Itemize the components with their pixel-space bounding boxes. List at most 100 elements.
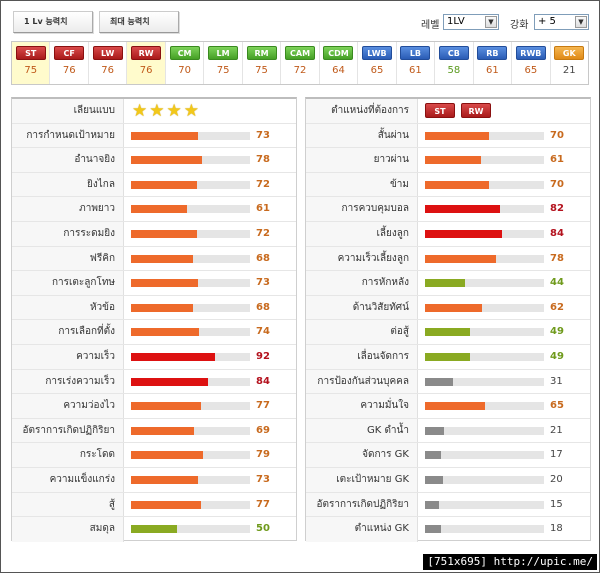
stat-bar-track bbox=[131, 156, 250, 165]
position-cell-cb[interactable]: CB 58 bbox=[435, 42, 474, 84]
position-rating-value: 76 bbox=[62, 65, 76, 76]
position-rating-value: 72 bbox=[293, 65, 307, 76]
stat-label: อำนาจยิง bbox=[12, 148, 124, 172]
position-badge: ST bbox=[15, 46, 46, 60]
position-badge: CB bbox=[438, 46, 469, 60]
stat-bar-track bbox=[131, 279, 250, 288]
stat-bar-track bbox=[425, 525, 544, 534]
position-rating-strip: ST 75 CF 76 LW 76 RW 76 CM 70 LM 75 RM 75 CAM 72 CDM 64 LW… bbox=[11, 41, 589, 85]
stat-label: สั้นผ่าน bbox=[306, 123, 418, 148]
position-rating-value: 75 bbox=[255, 65, 268, 76]
stat-value: 70 bbox=[550, 178, 564, 190]
stat-bar-track bbox=[425, 205, 544, 214]
position-cell-rwb[interactable]: RWB 65 bbox=[512, 42, 551, 84]
position-cell-cm[interactable]: CM 70 bbox=[166, 42, 205, 84]
stat-bar-fill bbox=[131, 156, 203, 165]
stat-value: 84 bbox=[256, 375, 270, 387]
position-badge: RW bbox=[131, 46, 162, 60]
chevron-down-icon[interactable]: ▼ bbox=[575, 16, 587, 28]
stat-bar-fill bbox=[131, 402, 202, 411]
position-badge: LWB bbox=[361, 46, 392, 60]
tab-level1-stats[interactable]: 1 Lv 능력치 bbox=[13, 11, 93, 33]
stat-value: 49 bbox=[550, 350, 564, 362]
stat-value: 65 bbox=[550, 400, 564, 412]
stat-value: 20 bbox=[550, 473, 563, 485]
position-cell-rw[interactable]: RW 76 bbox=[127, 42, 166, 84]
stat-label: การกำหนดเป้าหมาย bbox=[12, 123, 124, 148]
position-cell-st[interactable]: ST 75 bbox=[12, 42, 51, 84]
position-rating-value: 76 bbox=[139, 65, 153, 76]
stat-bar-fill bbox=[425, 352, 470, 361]
star-icon: ★ bbox=[149, 101, 165, 121]
stat-bar-track bbox=[425, 131, 544, 140]
stat-bar-track bbox=[131, 229, 250, 238]
stat-label: ตำแหน่ง GK bbox=[306, 517, 418, 542]
position-cell-rb[interactable]: RB 61 bbox=[474, 42, 513, 84]
position-cell-gk[interactable]: GK 21 bbox=[551, 42, 588, 84]
position-cell-cam[interactable]: CAM 72 bbox=[281, 42, 320, 84]
position-cell-cdm[interactable]: CDM 64 bbox=[320, 42, 359, 84]
stat-bar-track bbox=[425, 229, 544, 238]
stat-row-preferred-positions: ตำแหน่งที่ต้องการ ST RW bbox=[306, 99, 590, 124]
tab-max-stats[interactable]: 최대 능력치 bbox=[99, 11, 179, 33]
position-badge: CF bbox=[54, 46, 85, 60]
stat-bar-track bbox=[131, 352, 250, 361]
stat-bar-fill bbox=[425, 279, 466, 288]
stat-value: 18 bbox=[550, 523, 563, 535]
stats-panel-left: เลียนแบบ ★ ★ ★ ★ การกำหนดเป้าหมาย 73 อำนาจยิง… bbox=[11, 97, 297, 542]
position-cell-lwb[interactable]: LWB 65 bbox=[358, 42, 397, 84]
stat-bar-fill bbox=[131, 180, 197, 189]
stat-bar-track bbox=[425, 254, 544, 263]
position-cell-rm[interactable]: RM 75 bbox=[243, 42, 282, 84]
stat-row: เลี้ยงลูก 84 bbox=[306, 221, 590, 247]
position-cell-lm[interactable]: LM 75 bbox=[204, 42, 243, 84]
stat-bar-track bbox=[131, 180, 250, 189]
stat-bar-fill bbox=[131, 475, 198, 484]
stat-bar-fill bbox=[131, 303, 194, 312]
preferred-position-tag: RW bbox=[461, 103, 491, 118]
stat-label: ยิงไกล bbox=[12, 172, 124, 197]
star-icon: ★ bbox=[183, 101, 199, 121]
stat-bar-track bbox=[131, 328, 250, 337]
stat-label: ข้าม bbox=[306, 172, 418, 197]
stat-bar-fill bbox=[131, 328, 199, 337]
position-cell-lb[interactable]: LB 61 bbox=[397, 42, 436, 84]
stat-value: 68 bbox=[256, 301, 270, 313]
stat-label: ความว่องไว bbox=[12, 394, 124, 418]
stat-bar-track bbox=[425, 156, 544, 165]
stat-row: ภาพยาว 61 bbox=[12, 197, 296, 222]
stat-bar-fill bbox=[131, 254, 194, 263]
stat-row: เตะเป้าหมาย GK 20 bbox=[306, 467, 590, 493]
stat-label: ความเร็วเลี้ยงลูก bbox=[306, 246, 418, 271]
stat-label: ต่อสู้ bbox=[306, 320, 418, 344]
chevron-down-icon[interactable]: ▼ bbox=[485, 16, 497, 28]
enhance-select[interactable]: + 5 ▼ bbox=[534, 14, 589, 30]
stat-bar-fill bbox=[425, 156, 481, 165]
level-select[interactable]: 1LV ▼ bbox=[443, 14, 499, 30]
stat-value: 77 bbox=[256, 498, 270, 510]
stat-value: 78 bbox=[256, 154, 270, 166]
stat-bar-fill bbox=[425, 254, 497, 263]
stats-panel-right: ตำแหน่งที่ต้องการ ST RW สั้นผ่าน 70 ยาวผ่าน… bbox=[305, 97, 591, 542]
preferred-positions: ST RW bbox=[425, 103, 491, 118]
stat-row: GK ดำน้ำ 21 bbox=[306, 418, 590, 444]
stat-bar-track bbox=[131, 254, 250, 263]
stat-bar-track bbox=[131, 451, 250, 460]
stat-value: 72 bbox=[256, 178, 270, 190]
position-cell-cf[interactable]: CF 76 bbox=[50, 42, 89, 84]
stat-bar-fill bbox=[131, 525, 177, 534]
stat-bar-fill bbox=[131, 229, 197, 238]
stat-value: 72 bbox=[256, 227, 270, 239]
stat-bar-fill bbox=[425, 525, 442, 534]
position-rating-value: 61 bbox=[409, 65, 422, 76]
position-badge: CAM bbox=[285, 46, 316, 60]
position-cell-lw[interactable]: LW 76 bbox=[89, 42, 128, 84]
stat-row: ต่อสู้ 49 bbox=[306, 320, 590, 345]
stat-label: ฟรีคิก bbox=[12, 246, 124, 271]
stat-row: กระโดด 79 bbox=[12, 443, 296, 468]
stat-row: จัดการ GK 17 bbox=[306, 443, 590, 468]
stat-bar-track bbox=[425, 303, 544, 312]
stat-row: อัตราการเกิดปฏิกิริยา GK 15 bbox=[306, 492, 590, 534]
stat-label: เลื่อนจัดการ bbox=[306, 344, 418, 369]
